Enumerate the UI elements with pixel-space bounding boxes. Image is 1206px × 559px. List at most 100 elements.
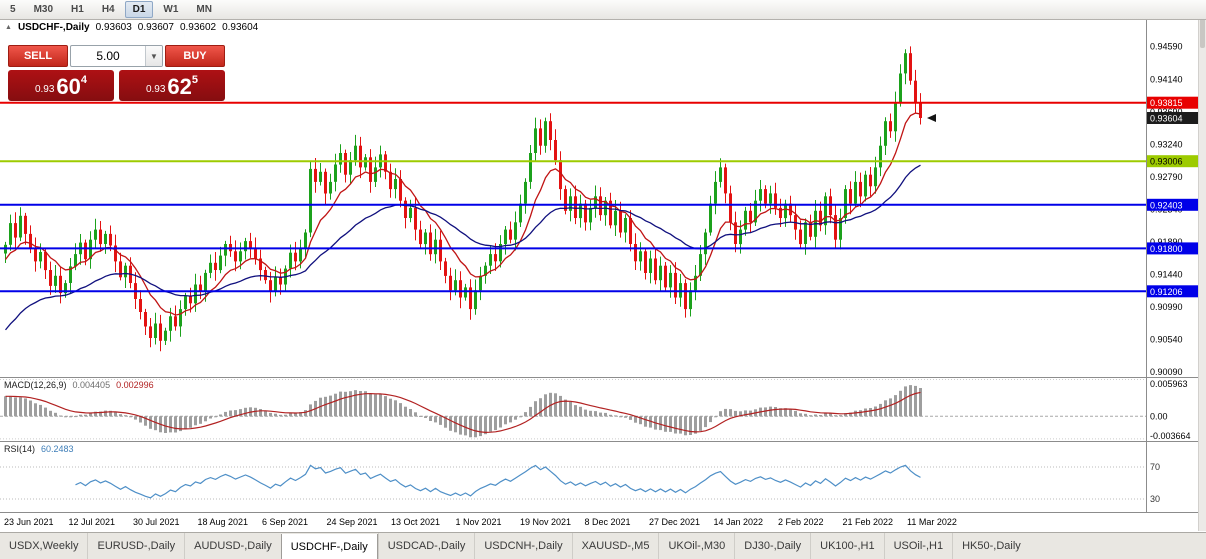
price-axis-label: 0.90990	[1150, 302, 1183, 312]
price-axis-label: 0.91440	[1150, 269, 1183, 279]
price-axis-label: 0.90090	[1150, 367, 1183, 377]
chart-tab-usdchf-daily[interactable]: USDCHF-,Daily	[280, 534, 378, 559]
buy-price-prefix: 0.93	[145, 84, 166, 95]
macd-label: MACD(12,26,9)	[4, 380, 67, 390]
moving-average-34	[4, 164, 921, 331]
svg-text:0.93006: 0.93006	[1150, 157, 1183, 167]
date-axis: 23 Jun 2021 12 Jul 2021 30 Jul 2021 18 Aug …	[0, 512, 1199, 533]
buy-price-display[interactable]: 0.93 62 5	[119, 70, 225, 101]
price-axis-label: 0.92790	[1150, 172, 1183, 182]
timeframe-button-mn[interactable]: MN	[196, 4, 212, 15]
chart-tab-ukoil-m30[interactable]: UKOil-,M30	[658, 533, 734, 559]
timeframe-button-h1[interactable]: H1	[71, 4, 84, 15]
one-click-collapse-icon[interactable]: ▲	[5, 24, 12, 31]
date-axis-label: 13 Oct 2021	[391, 517, 441, 527]
moving-average-10	[4, 112, 921, 316]
buy-button[interactable]: BUY	[165, 45, 225, 67]
sell-button[interactable]: SELL	[8, 45, 68, 67]
macd-axis-label: 0.005963	[1150, 379, 1188, 389]
chart-tab-usdcnh-daily[interactable]: USDCNH-,Daily	[474, 533, 571, 559]
one-click-trading-panel: SELL 5.00 ▼ BUY 0.93 60 4 0.93 62 5	[8, 45, 225, 101]
rsi-header: RSI(14) 60.2483	[4, 444, 74, 454]
date-axis-label: 2 Feb 2022	[778, 517, 824, 527]
date-axis-label: 14 Jan 2022	[713, 517, 764, 527]
timeframe-button-h4[interactable]: H4	[101, 4, 115, 15]
timeframe-button-m30[interactable]: M30	[33, 4, 54, 15]
volume-dropdown-icon[interactable]: ▼	[145, 46, 162, 66]
ohlc-low: 0.93602	[179, 22, 217, 33]
date-axis-label: 23 Jun 2021	[4, 517, 54, 527]
rsi-value: 60.2483	[41, 444, 74, 454]
ohlc-high: 0.93607	[137, 22, 174, 33]
date-axis-label: 12 Jul 2021	[68, 517, 116, 527]
current-price-arrow	[927, 114, 936, 122]
date-axis-label: 8 Dec 2021	[584, 517, 631, 527]
chart-symbol-period: USDCHF-,Daily	[17, 22, 90, 33]
rsi-axis-label: 30	[1150, 494, 1160, 504]
timeframe-button-list: 5 M30 H1 H4 D1 W1 MN	[1, 1, 221, 18]
price-axis-label: 0.90540	[1150, 334, 1183, 344]
timeframe-button-d1[interactable]: D1	[124, 1, 154, 18]
macd-header: MACD(12,26,9) 0.004405 0.002996	[4, 380, 154, 390]
chart-tab-hk50-daily[interactable]: HK50-,Daily	[952, 533, 1030, 559]
price-badge: 0.93006	[1147, 155, 1199, 168]
svg-text:0.91800: 0.91800	[1150, 244, 1183, 254]
macd-main-value: 0.004405	[72, 380, 111, 390]
chart-tab-xauusd-m5[interactable]: XAUUSD-,M5	[571, 533, 659, 559]
scrollbar-thumb[interactable]	[1200, 2, 1205, 48]
chart-tab-eurusd-daily[interactable]: EURUSD-,Daily	[87, 533, 184, 559]
macd-histogram	[4, 385, 922, 438]
macd-signal-line	[5, 391, 921, 434]
price-axis-label: 0.94140	[1150, 74, 1183, 84]
sell-price-display[interactable]: 0.93 60 4	[8, 70, 114, 101]
chart-canvas[interactable]: 0.945900.941400.936900.932400.927900.923…	[0, 20, 1199, 512]
rsi-label: RSI(14)	[4, 444, 36, 454]
date-axis-label: 30 Jul 2021	[133, 517, 180, 527]
svg-text:0.93604: 0.93604	[1150, 114, 1183, 124]
price-axis-label: 0.93240	[1150, 139, 1183, 149]
price-badge: 0.93604	[1147, 112, 1199, 124]
volume-value[interactable]: 5.00	[96, 49, 120, 63]
svg-text:0.91206: 0.91206	[1150, 287, 1183, 297]
chart-tab-dj30-daily[interactable]: DJ30-,Daily	[734, 533, 810, 559]
date-axis-label: 1 Nov 2021	[455, 517, 502, 527]
rsi-axis-label: 70	[1150, 462, 1160, 472]
chart-tab-usdx-weekly[interactable]: USDX,Weekly	[9, 540, 79, 552]
sell-price-prefix: 0.93	[34, 84, 55, 95]
chart-tab-usdcad-daily[interactable]: USDCAD-,Daily	[377, 533, 475, 559]
date-axis-label: 6 Sep 2021	[262, 517, 309, 527]
svg-text:0.93815: 0.93815	[1150, 98, 1183, 108]
ohlc-close: 0.93604	[222, 22, 259, 33]
price-badge: 0.91800	[1147, 242, 1199, 255]
chart-tab-bar: USDX,Weekly EURUSD-,Daily AUDUSD-,Daily USD…	[0, 532, 1206, 559]
price-badge: 0.93815	[1147, 96, 1199, 109]
date-axis-label: 21 Feb 2022	[842, 517, 894, 527]
price-axis-label: 0.93690	[1150, 107, 1183, 117]
price-badge: 0.92403	[1147, 198, 1199, 211]
rsi-line	[75, 464, 921, 499]
chart-title-bar: ▲ USDCHF-,Daily 0.93603 0.93607 0.93602 …	[5, 22, 258, 33]
chart-tab-uk100-h1[interactable]: UK100-,H1	[810, 533, 883, 559]
macd-axis-label: -0.003664	[1150, 431, 1191, 441]
ohlc-open: 0.93603	[95, 22, 132, 33]
chart-tab-usoil-h1[interactable]: USOil-,H1	[883, 533, 953, 559]
macd-signal-value: 0.002996	[116, 380, 154, 390]
svg-text:0.92403: 0.92403	[1150, 200, 1183, 210]
volume-input[interactable]: 5.00 ▼	[70, 45, 163, 67]
timeframe-button-5[interactable]: 5	[10, 4, 16, 15]
vertical-scrollbar[interactable]	[1198, 0, 1206, 531]
sell-price-big: 60	[56, 74, 81, 99]
timeframe-toolbar: 5 M30 H1 H4 D1 W1 MN	[0, 0, 1206, 20]
date-axis-label: 11 Mar 2022	[907, 517, 957, 527]
date-axis-label: 24 Sep 2021	[326, 517, 378, 527]
date-axis-label: 18 Aug 2021	[197, 517, 249, 527]
buy-price-big: 62	[167, 74, 192, 99]
chart-tab-audusd-daily[interactable]: AUDUSD-,Daily	[184, 533, 281, 559]
timeframe-button-w1[interactable]: W1	[163, 4, 179, 15]
price-axis-label: 0.91890	[1150, 237, 1183, 247]
sell-price-sup: 4	[80, 74, 88, 86]
price-badge: 0.91206	[1147, 285, 1199, 298]
price-axis-label: 0.94590	[1150, 42, 1183, 52]
date-axis-label: 19 Nov 2021	[520, 517, 572, 527]
buy-price-sup: 5	[191, 74, 199, 86]
